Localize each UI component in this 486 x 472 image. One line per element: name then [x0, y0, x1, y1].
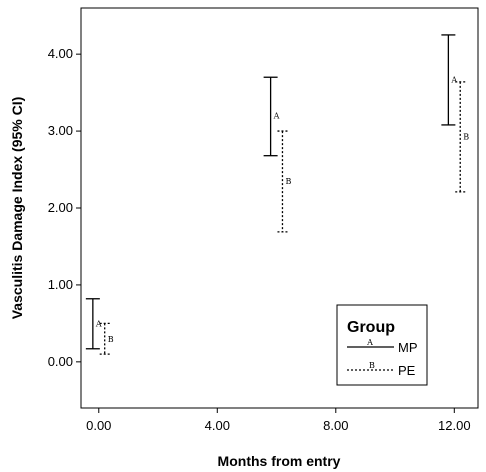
mean-marker-mp-2: A	[450, 76, 457, 85]
axes: 0.00 4.00 8.00 12.00 0.00 1.00 2.00 3.00 4.00	[48, 46, 471, 433]
x-tick-label-3: 12.00	[438, 418, 471, 433]
x-tick-label-0: 0.00	[86, 418, 111, 433]
legend-box	[336, 304, 428, 386]
legend-label-mp: MP	[398, 340, 418, 355]
y-axis-title: Vasculitis Damage Index (95% CI)	[9, 97, 25, 320]
legend-marker-mp: A	[366, 338, 373, 347]
y-tick-label-3: 3.00	[48, 123, 73, 138]
x-tick-label-1: 4.00	[205, 418, 230, 433]
y-tick-label-2: 2.00	[48, 200, 73, 215]
legend-title: Group	[347, 319, 395, 336]
mean-marker-pe-1: B	[285, 177, 291, 186]
mean-marker-mp-0: A	[95, 319, 102, 328]
y-tick-label-4: 4.00	[48, 46, 73, 61]
legend-label-pe: PE	[398, 363, 416, 378]
mean-marker-pe-0: B	[108, 335, 114, 344]
legend: Group A MP B PE	[336, 304, 428, 386]
x-axis-title: Months from entry	[218, 453, 341, 469]
mean-marker-mp-1: A	[273, 112, 280, 121]
mean-marker-pe-2: B	[463, 132, 469, 141]
y-tick-label-0: 0.00	[48, 354, 73, 369]
legend-marker-pe: B	[369, 361, 375, 370]
y-tick-label-1: 1.00	[48, 277, 73, 292]
x-tick-label-2: 8.00	[323, 418, 348, 433]
